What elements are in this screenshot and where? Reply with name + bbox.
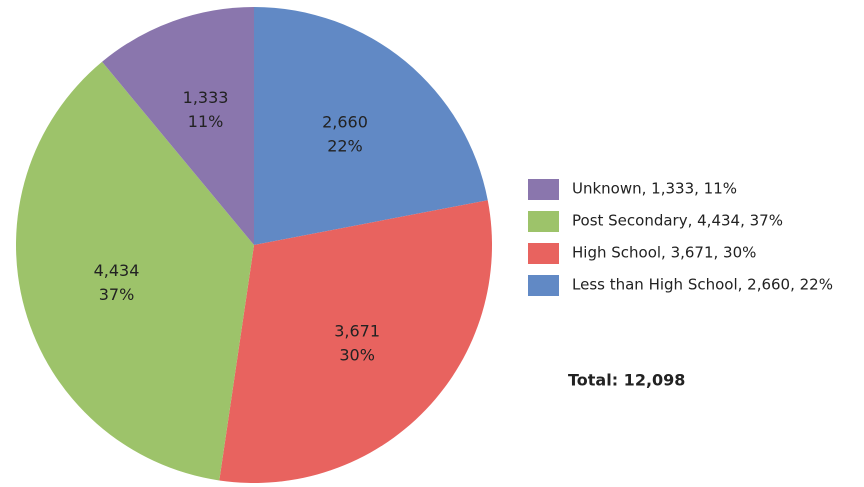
pie-slice <box>102 7 254 245</box>
legend-swatch <box>528 243 559 264</box>
slice-percent-label: 11% <box>188 112 224 131</box>
legend-swatch <box>528 275 559 296</box>
slice-percent-label: 30% <box>339 345 375 364</box>
slice-percent-label: 37% <box>99 285 135 304</box>
legend-swatch <box>528 211 559 232</box>
slice-value-label: 2,660 <box>322 112 368 131</box>
slice-percent-label: 22% <box>327 136 363 155</box>
total-annotation: Total: 12,098 <box>568 371 685 390</box>
slice-value-label: 4,434 <box>94 261 140 280</box>
pie-slice <box>15 61 255 481</box>
legend-label: Less than High School, 2,660, 22% <box>572 276 833 294</box>
legend-label: Post Secondary, 4,434, 37% <box>572 212 783 230</box>
pie-slice <box>254 7 488 245</box>
slice-value-label: 3,671 <box>334 321 380 340</box>
legend-label: High School, 3,671, 30% <box>572 244 756 262</box>
legend-swatch <box>528 179 559 200</box>
pie-slice <box>219 200 493 483</box>
slice-value-label: 1,333 <box>183 88 229 107</box>
legend-label: Unknown, 1,333, 11% <box>572 180 737 198</box>
